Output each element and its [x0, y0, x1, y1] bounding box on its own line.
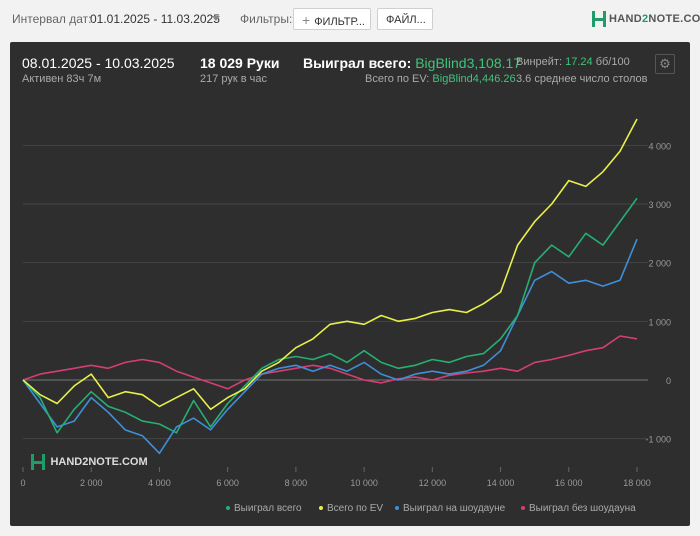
x-tick-label: 8 000 [285, 478, 308, 488]
legend-showdown[interactable]: Выиграл на шоудауне [395, 503, 505, 514]
legend-ev-total[interactable]: Всего по EV [319, 503, 383, 514]
legend-marker [226, 506, 230, 511]
series-showdown-line [22, 238, 638, 455]
x-tick-label: 0 [20, 478, 25, 488]
active-time: Активен 83ч 7м [22, 73, 102, 85]
x-tick-label: 10 000 [350, 478, 378, 488]
series-ev-total-line [22, 118, 638, 411]
hands-count: 18 029 Руки [200, 55, 280, 71]
winrate-unit: бб/100 [595, 56, 630, 68]
logo-icon [592, 11, 606, 27]
won-total-label: Выиграл всего: [303, 55, 412, 71]
legend-marker [521, 506, 525, 511]
ev-total-label: Всего по EV: [365, 73, 430, 85]
x-tick-label: 4 000 [148, 478, 171, 488]
winrate: Винрейт: 17.24 бб/100 [516, 56, 630, 68]
plus-icon: + [302, 12, 311, 28]
file-button[interactable]: ФАЙЛ... [377, 8, 433, 30]
x-tick-label: 2 000 [80, 478, 103, 488]
logo-text: HAND2NOTE.COM [609, 13, 700, 25]
legend-label: Выиграл без шоудауна [529, 503, 636, 514]
chevron-down-icon[interactable] [212, 16, 220, 21]
graph-panel: 08.01.2025 - 10.03.2025 Активен 83ч 7м 1… [10, 42, 690, 526]
legend-label: Выиграл на шоудауне [403, 503, 506, 514]
y-tick-label: 4 000 [648, 141, 671, 151]
x-tick-label: 6 000 [216, 478, 239, 488]
date-range-label: Интервал дат: [12, 12, 92, 26]
legend-non-showdown[interactable]: Выиграл без шоудауна [521, 503, 636, 514]
watermark-text: HAND2NOTE.COM [50, 456, 148, 468]
series-won-total-line [22, 197, 638, 434]
ev-total-value: BigBlind4,446.26 [432, 73, 516, 85]
date-range-select[interactable]: 01.01.2025 - 11.03.2025 [90, 12, 220, 26]
hands-per-hour: 217 рук в час [200, 73, 268, 85]
watermark: HAND2NOTE.COM [30, 452, 148, 472]
legend-won-total[interactable]: Выиграл всего [226, 503, 302, 514]
watermark-logo-icon [31, 454, 45, 470]
winrate-value: 17.24 [565, 56, 593, 68]
gear-icon[interactable]: ⚙ [655, 54, 675, 74]
legend-label: Всего по EV [327, 503, 384, 514]
period-range: 08.01.2025 - 10.03.2025 [22, 55, 175, 71]
x-tick-label: 16 000 [555, 478, 583, 488]
winrate-label: Винрейт: [516, 56, 563, 68]
y-tick-label: 1 000 [648, 317, 671, 327]
ev-total: Всего по EV: BigBlind4,446.26 [365, 73, 516, 85]
bankroll-chart: -1 000 0 1 000 2 000 3 000 4 000 0 2 000 4 000 6 … [20, 118, 671, 488]
toolbar: Интервал дат: 01.01.2025 - 11.03.2025 Фи… [0, 0, 700, 40]
x-tick-label: 12 000 [419, 478, 447, 488]
legend-marker [395, 506, 399, 511]
y-tick-label: 2 000 [648, 259, 671, 269]
average-tables: 3.6 среднее число столов [516, 73, 648, 85]
filters-label: Фильтры: [240, 12, 293, 26]
series-non-showdown-line [22, 335, 638, 390]
won-total-value: BigBlind3,108.17 [415, 55, 522, 71]
x-tick-label: 14 000 [487, 478, 515, 488]
y-tick-label: 3 000 [648, 200, 671, 210]
y-tick-label: -1 000 [645, 435, 671, 445]
won-total: Выиграл всего: BigBlind3,108.17 [303, 55, 521, 71]
filter-button[interactable]: + ФИЛЬТР... [293, 8, 371, 30]
x-tick-label: 18 000 [623, 478, 651, 488]
y-tick-label: 0 [666, 376, 671, 386]
legend-marker [319, 506, 323, 511]
filter-button-label: ФИЛЬТР... [314, 16, 365, 28]
legend-label: Выиграл всего [234, 503, 302, 514]
